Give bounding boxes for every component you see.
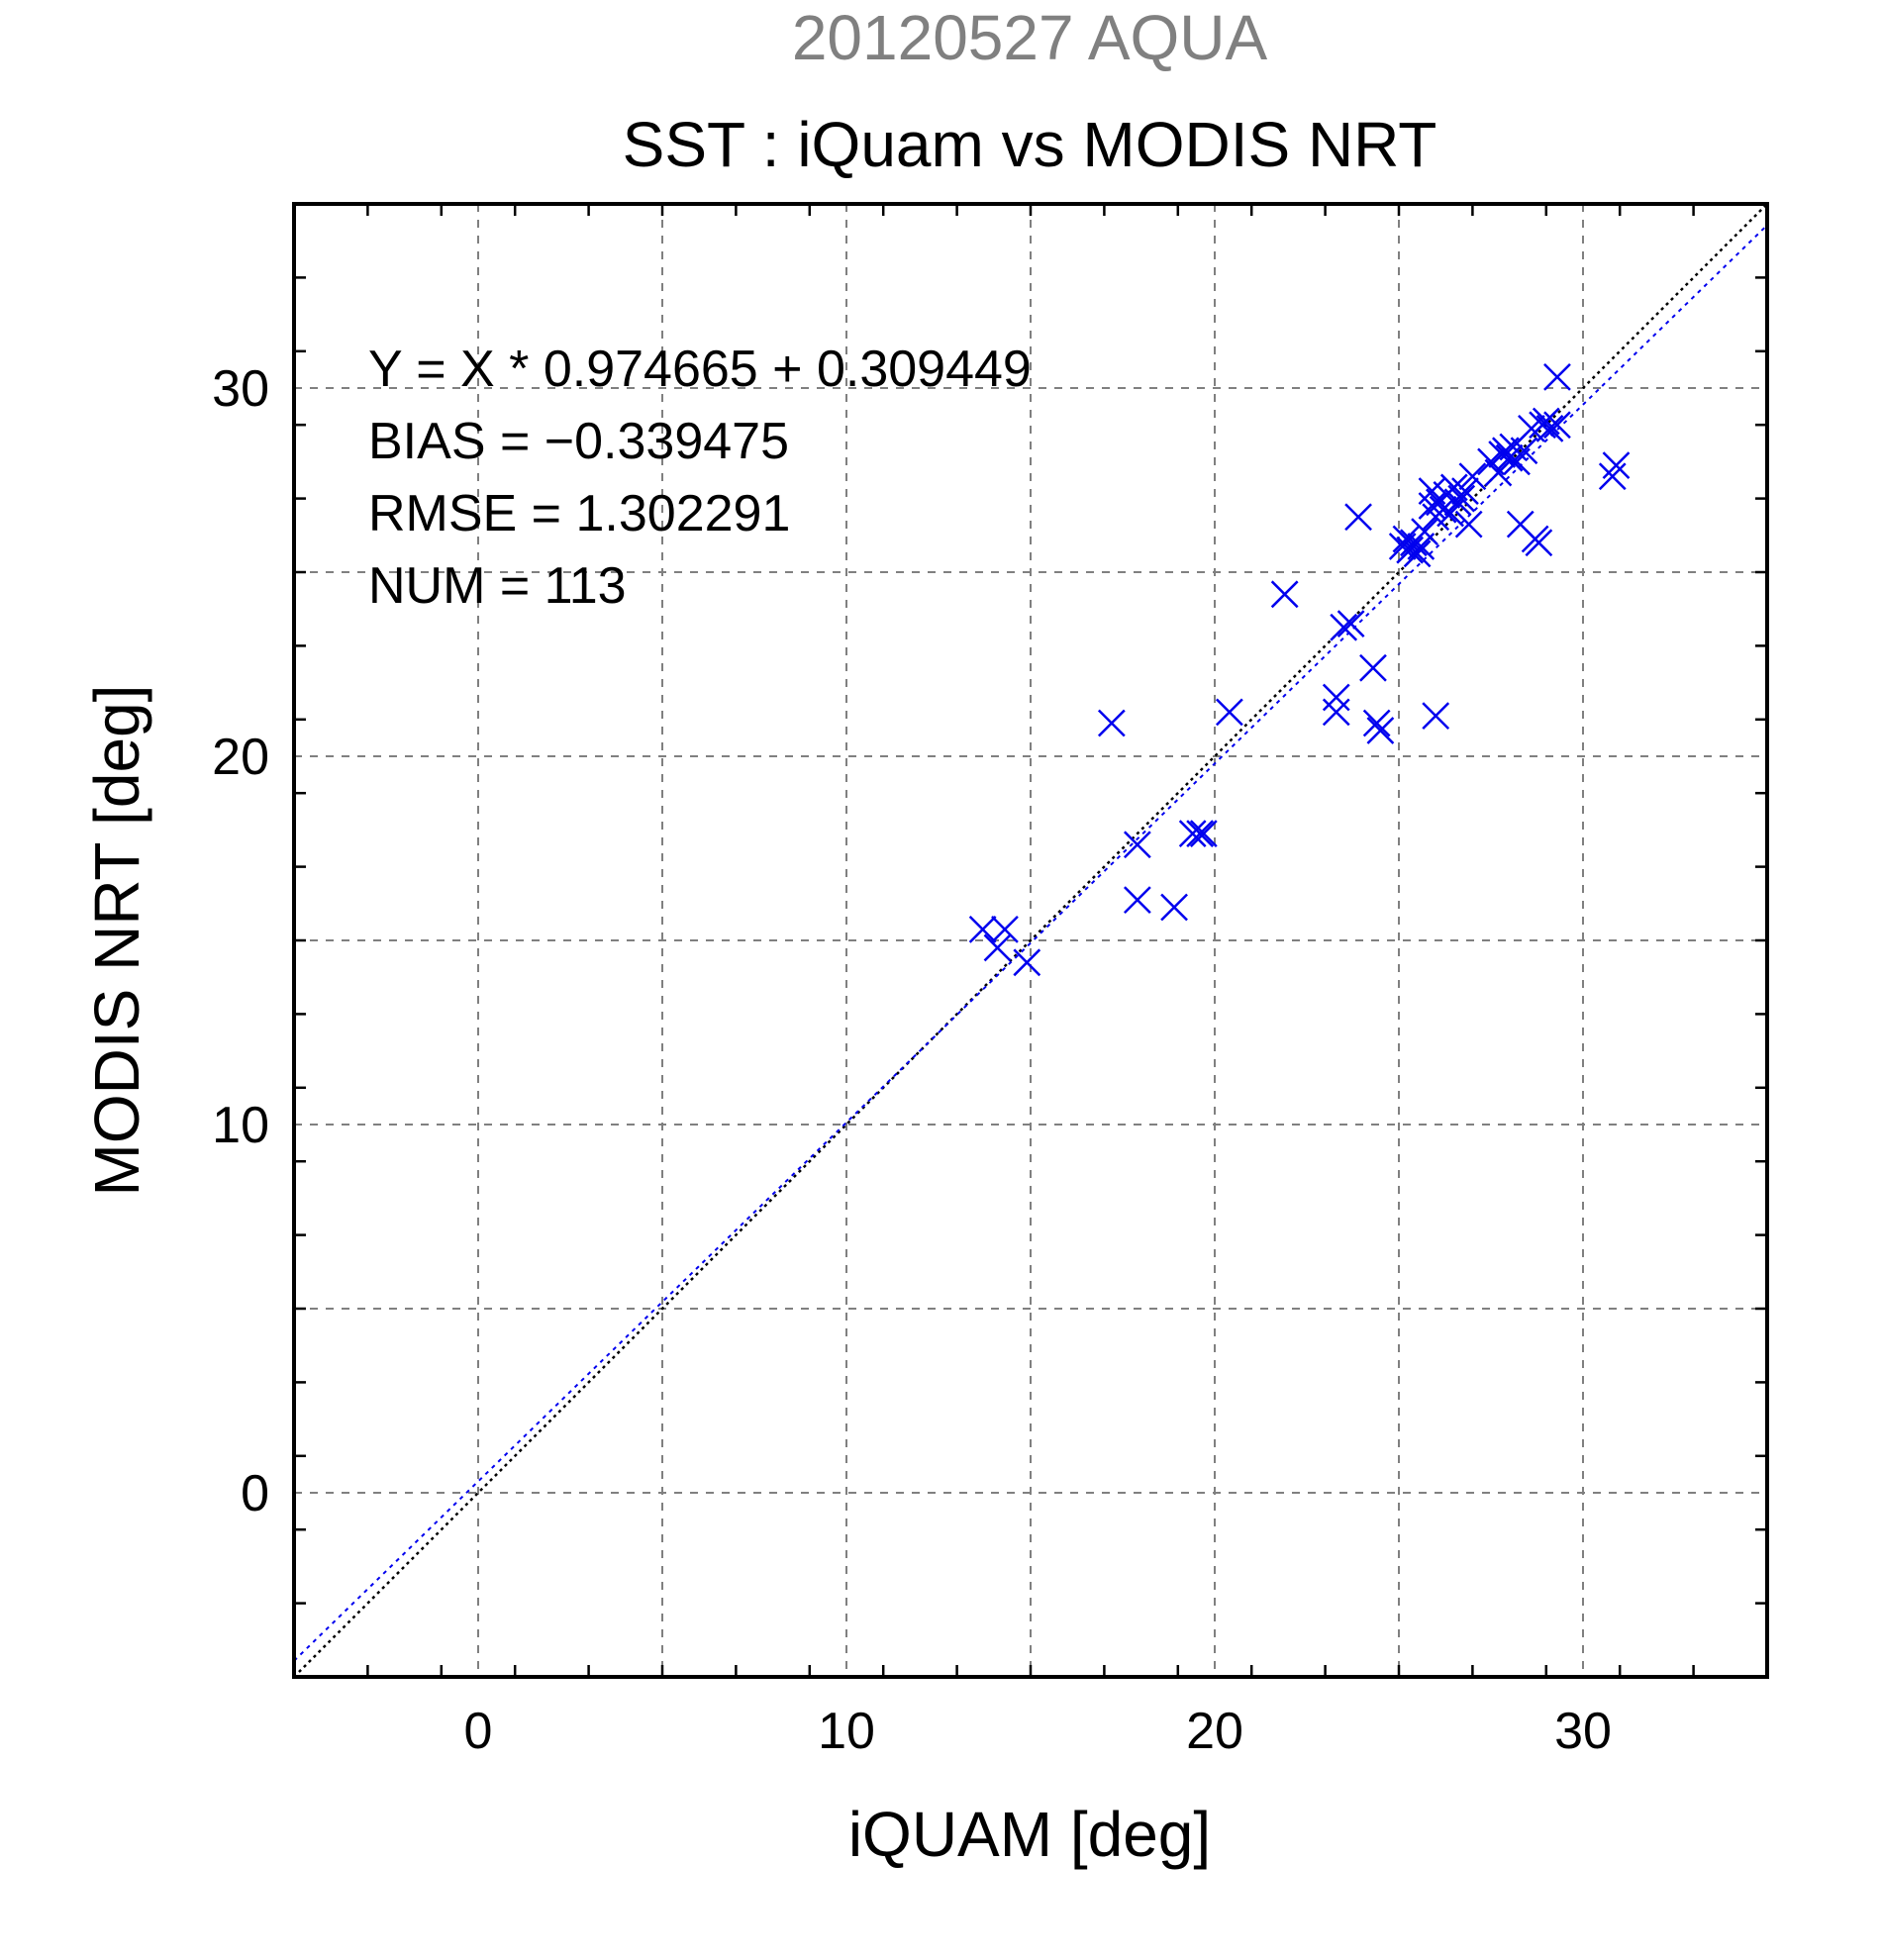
data-point <box>1525 529 1553 557</box>
data-point <box>1178 820 1207 848</box>
data-point <box>1344 503 1372 532</box>
data-point <box>1396 536 1425 564</box>
data-point <box>1484 458 1513 487</box>
data-point <box>1451 477 1479 506</box>
data-point <box>1366 717 1395 744</box>
data-point <box>1535 415 1564 442</box>
data-point <box>1322 683 1350 712</box>
data-point <box>1123 831 1151 859</box>
num-stat: NUM = 113 <box>368 557 627 615</box>
rmse-stat: RMSE = 1.302291 <box>368 485 790 542</box>
x-tick-label: 0 <box>464 1703 493 1760</box>
y-tick-label: 0 <box>241 1465 269 1522</box>
x-tick-label: 10 <box>818 1703 875 1760</box>
chart-supertitle: 20120527 AQUA <box>792 2 1268 73</box>
data-point <box>968 915 997 943</box>
data-point <box>983 933 1012 962</box>
data-point <box>1123 886 1151 914</box>
stats-block: Y = X * 0.974665 + 0.309449 BIAS = −0.33… <box>368 341 1032 615</box>
data-point <box>1013 948 1041 977</box>
data-point <box>1330 613 1358 641</box>
data-point <box>1510 437 1538 465</box>
data-point <box>1543 411 1571 440</box>
x-tick-label: 30 <box>1554 1703 1612 1760</box>
data-point <box>1458 462 1487 491</box>
y-axis-label: MODIS NRT [deg] <box>81 685 152 1197</box>
data-point <box>1411 518 1438 545</box>
data-point <box>1189 820 1218 848</box>
data-point <box>1160 893 1188 922</box>
data-point <box>1336 610 1365 637</box>
data-point <box>1392 525 1421 553</box>
data-point <box>1097 709 1126 737</box>
y-tick-label: 30 <box>212 360 269 418</box>
y-tick-label: 10 <box>212 1097 269 1154</box>
data-points <box>968 362 1631 977</box>
data-point <box>1532 407 1560 436</box>
regression-line <box>293 224 1768 1662</box>
data-point <box>1447 484 1476 513</box>
fit-equation: Y = X * 0.974665 + 0.309449 <box>368 341 1032 398</box>
bias-stat: BIAS = −0.339475 <box>368 413 789 470</box>
grid <box>294 204 1767 1677</box>
data-point <box>1495 443 1524 472</box>
data-point <box>1359 653 1387 682</box>
y-tick-labels: 0 10 20 30 <box>212 360 269 1522</box>
x-tick-labels: 0 10 20 30 <box>464 1703 1612 1760</box>
data-point <box>1543 362 1571 391</box>
identity-line <box>293 203 1768 1678</box>
chart-title: SST : iQuam vs MODIS NRT <box>623 109 1437 180</box>
data-point <box>1602 451 1631 480</box>
data-point <box>1403 539 1432 568</box>
x-axis-label: iQUAM [deg] <box>848 1799 1211 1870</box>
data-point <box>991 915 1019 943</box>
data-point <box>1322 698 1350 727</box>
plot-frame <box>292 202 1769 1679</box>
x-tick-label: 20 <box>1186 1703 1243 1760</box>
data-point <box>1418 492 1446 520</box>
data-point <box>1215 698 1243 727</box>
data-point <box>1422 702 1450 730</box>
data-point <box>1270 580 1299 609</box>
data-point <box>1454 510 1483 539</box>
data-point <box>1186 820 1215 848</box>
data-point <box>1362 709 1391 737</box>
lines <box>293 203 1768 1678</box>
data-point <box>1598 462 1627 491</box>
y-tick-label: 20 <box>212 729 269 786</box>
